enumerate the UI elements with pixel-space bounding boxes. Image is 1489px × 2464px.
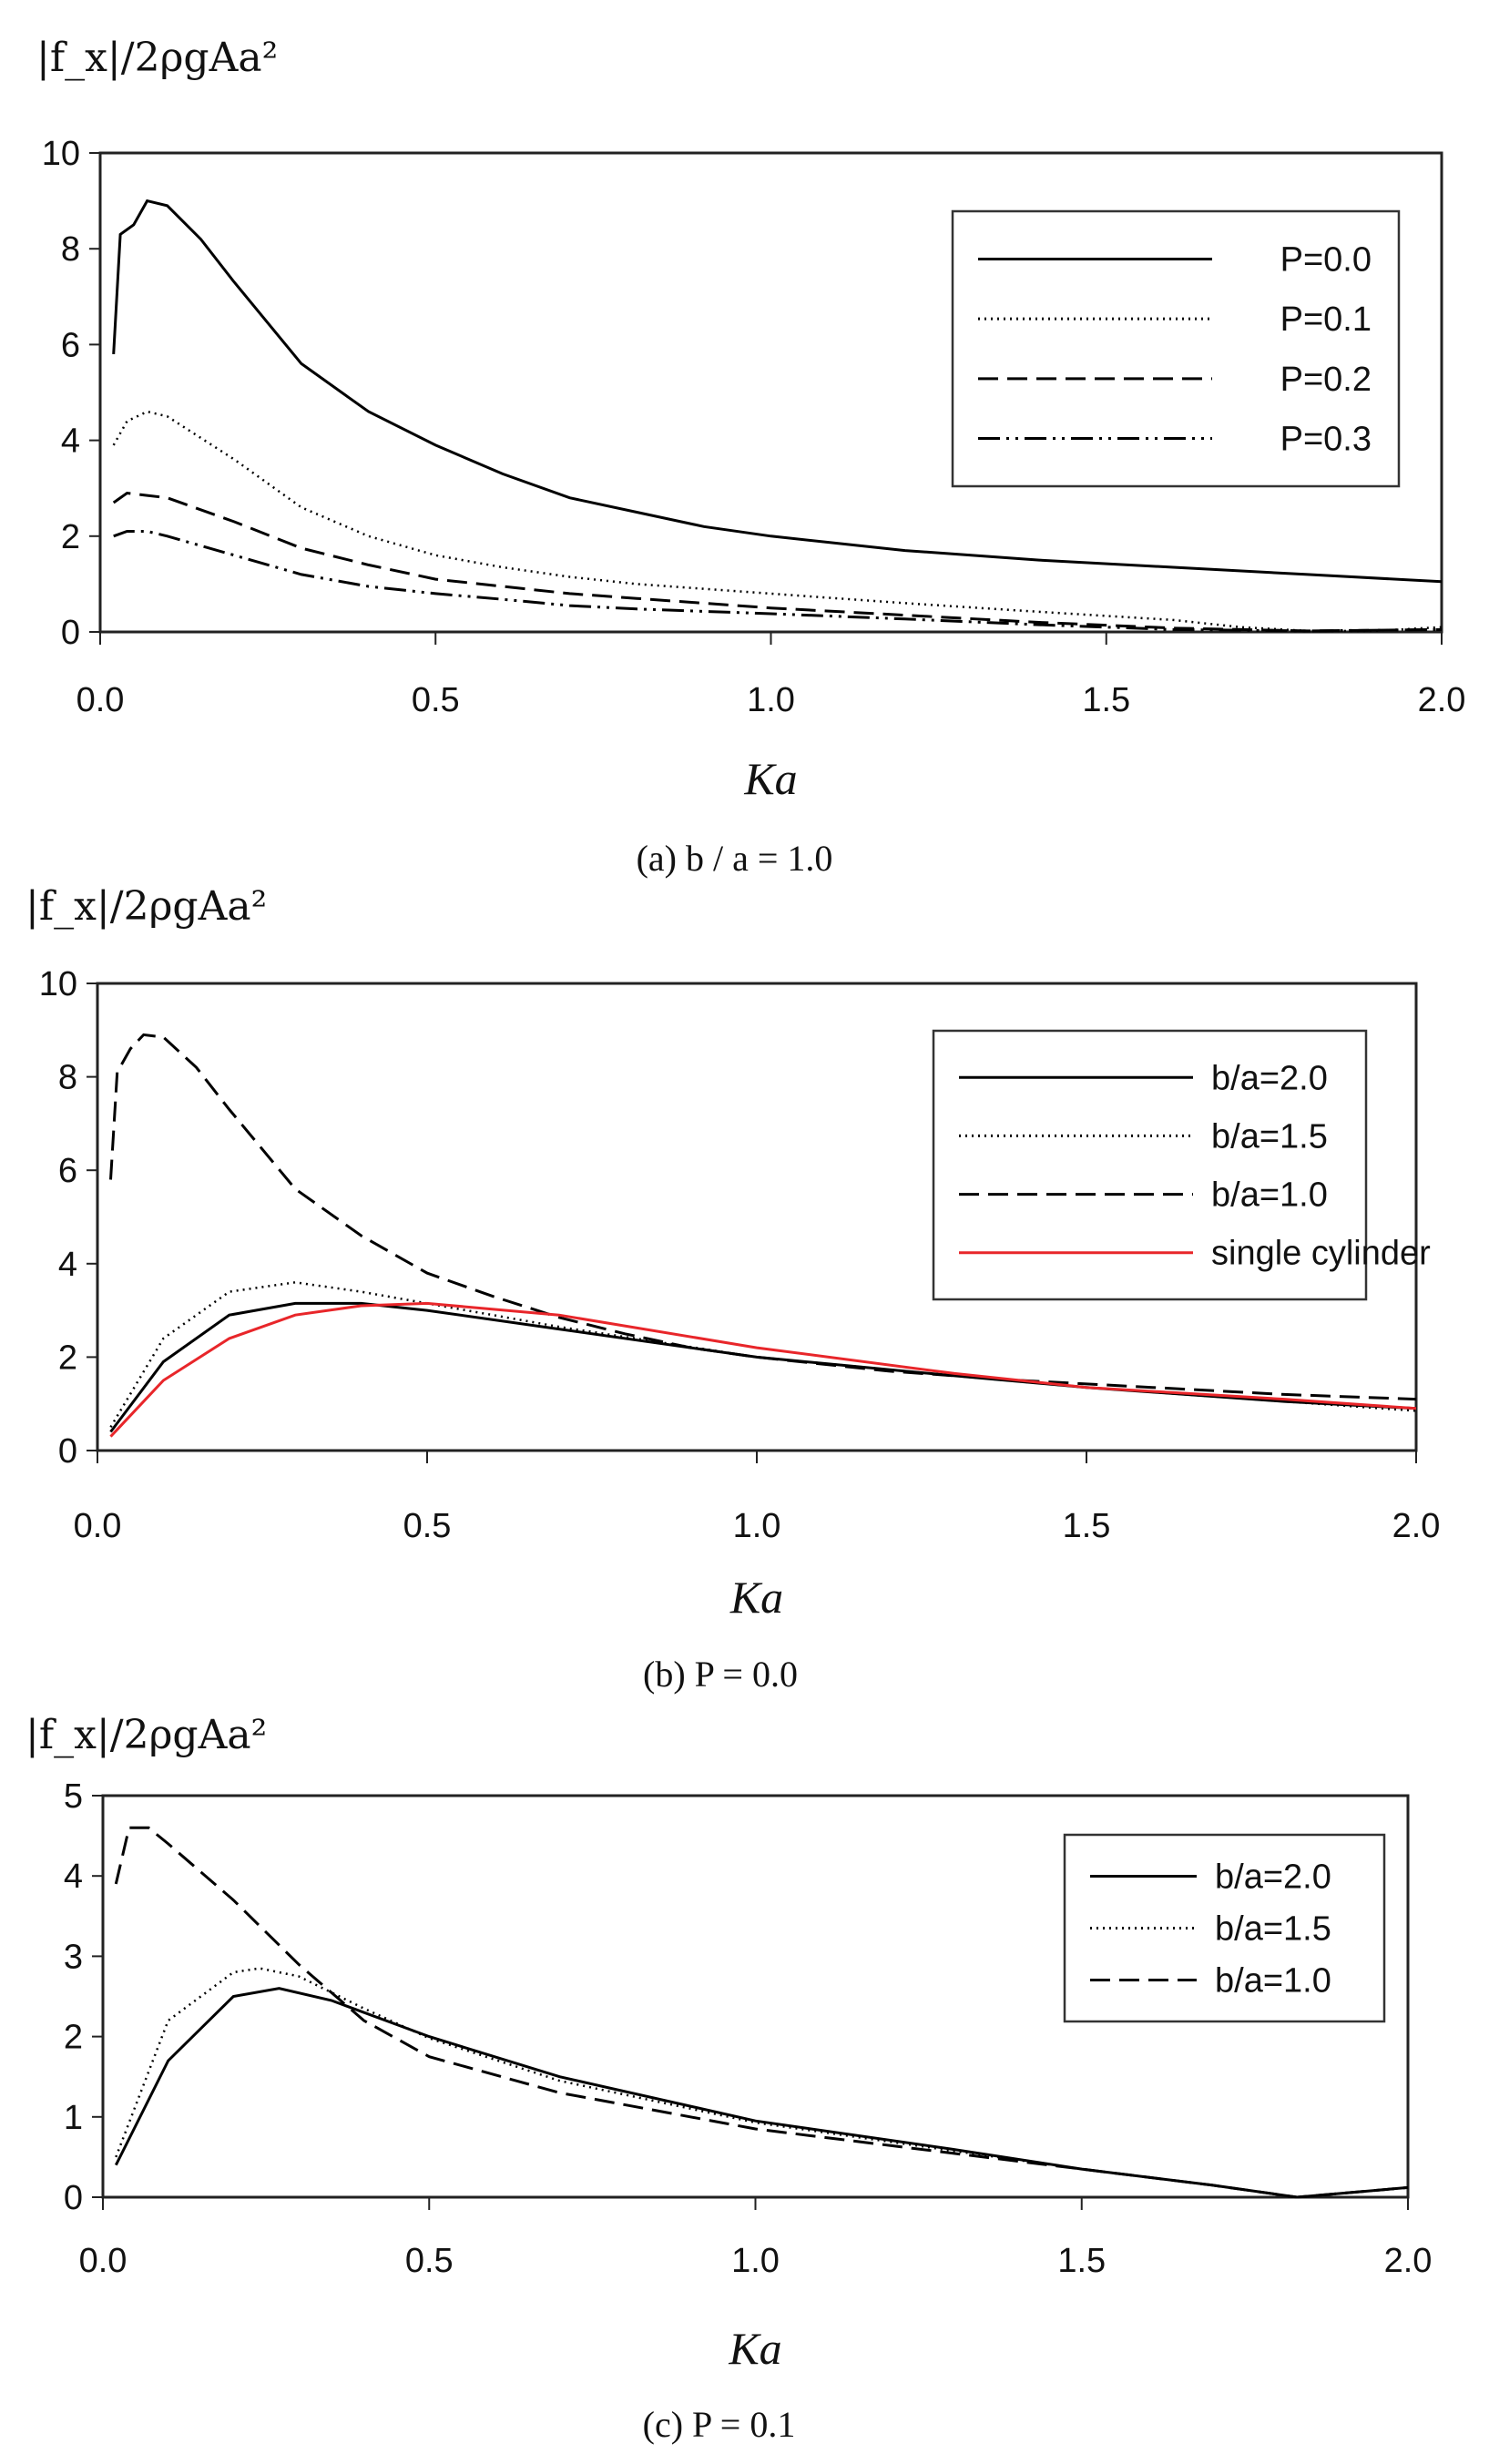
y-tick-label: 2 bbox=[61, 518, 80, 556]
legend-label: single cylinder bbox=[1211, 1235, 1431, 1273]
y-tick-label: 10 bbox=[42, 135, 80, 173]
y-tick-label: 3 bbox=[64, 1938, 83, 1976]
x-tick-label: 0.0 bbox=[76, 681, 125, 719]
y-tick-label: 10 bbox=[39, 965, 77, 1003]
y-tick-label: 4 bbox=[64, 1858, 83, 1896]
y-tick-label: 1 bbox=[64, 2099, 83, 2137]
x-tick-label: 2.0 bbox=[1384, 2242, 1433, 2280]
caption: (c) P = 0.1 bbox=[643, 2404, 796, 2445]
y-tick-label: 2 bbox=[64, 2019, 83, 2057]
legend-box bbox=[932, 1029, 1368, 1301]
legend-label: P=0.0 bbox=[1280, 241, 1372, 280]
legend-label: b/a=1.0 bbox=[1215, 1961, 1331, 2000]
x-tick-label: 1.0 bbox=[733, 1507, 781, 1545]
y-tick-label: 0 bbox=[61, 614, 80, 652]
caption: (a) b / a = 1.0 bbox=[637, 838, 833, 879]
legend-box bbox=[951, 209, 1401, 488]
legend: b/a=2.0 b/a=1.5 b/a=1.0 bbox=[1063, 1833, 1386, 2023]
x-tick-label: 2.0 bbox=[1392, 1507, 1441, 1545]
x-axis-label: Ka bbox=[728, 2323, 781, 2374]
y-tick-label: 4 bbox=[61, 423, 80, 461]
x-axis-label: Ka bbox=[743, 753, 797, 804]
legend: b/a=2.0 b/a=1.5 b/a=1.0 single cylinder bbox=[932, 1029, 1431, 1301]
series-line-single-cylinder bbox=[109, 1301, 1417, 1438]
y-axis-label: |f_x|/2ρgAa² bbox=[36, 35, 278, 81]
y-axis-label: |f_x|/2ρgAa² bbox=[25, 1712, 267, 1758]
y-tick-label: 0 bbox=[64, 2179, 83, 2217]
x-tick-label: 1.5 bbox=[1082, 681, 1130, 719]
x-tick-label: 0.0 bbox=[79, 2242, 127, 2280]
series-line-p-0-1 bbox=[112, 410, 1443, 633]
legend-label: b/a=1.0 bbox=[1211, 1176, 1328, 1215]
x-tick-label: 0.5 bbox=[412, 681, 460, 719]
x-tick-label: 1.5 bbox=[1057, 2242, 1106, 2280]
legend-label: P=0.3 bbox=[1280, 420, 1372, 458]
x-tick-label: 1.0 bbox=[747, 681, 795, 719]
legend-label: b/a=2.0 bbox=[1215, 1858, 1331, 1897]
y-tick-label: 6 bbox=[58, 1152, 77, 1190]
caption: (b) P = 0.0 bbox=[643, 1654, 798, 1695]
series-line-b-a-2-0 bbox=[109, 1301, 1417, 1433]
legend-label: b/a=1.5 bbox=[1211, 1117, 1328, 1156]
x-tick-label: 1.5 bbox=[1063, 1507, 1111, 1545]
chart-b: |f_x|/2ρgAa² 0.0 0.5 1.0 1.5 2.0 0 2 4 6 8 10 Ka (b) … bbox=[25, 883, 1440, 1695]
y-tick-label: 2 bbox=[58, 1339, 77, 1377]
x-tick-label: 0.0 bbox=[74, 1507, 122, 1545]
series-line-b-a-1-0 bbox=[114, 1826, 1409, 2199]
chart-a: |f_x|/2ρgAa² 0.0 0.5 1.0 1.5 2.0 0 2 4 6 8 10 Ka (a) … bbox=[36, 35, 1465, 879]
y-axis-label: |f_x|/2ρgAa² bbox=[25, 883, 267, 930]
chart-c: |f_x|/2ρgAa² 0.0 0.5 1.0 1.5 2.0 0 1 2 3 4 5 Ka (c) P… bbox=[25, 1712, 1432, 2445]
legend-box bbox=[1063, 1833, 1386, 2023]
x-axis-label: Ka bbox=[729, 1572, 783, 1623]
y-tick-label: 0 bbox=[58, 1432, 77, 1471]
series-line-p-0-3 bbox=[113, 530, 1443, 633]
x-tick-label: 0.5 bbox=[405, 2242, 454, 2280]
legend-label: b/a=2.0 bbox=[1211, 1059, 1328, 1097]
y-tick-label: 6 bbox=[61, 326, 80, 364]
series-line-p-0-0 bbox=[112, 199, 1443, 584]
legend-label: P=0.2 bbox=[1280, 361, 1372, 399]
x-tick-label: 1.0 bbox=[731, 2242, 780, 2280]
x-tick-label: 0.5 bbox=[403, 1507, 452, 1545]
x-tick-label: 2.0 bbox=[1418, 681, 1466, 719]
series-line-b-a-1-5 bbox=[115, 1967, 1409, 2199]
y-tick-label: 8 bbox=[61, 230, 80, 269]
y-tick-label: 4 bbox=[58, 1246, 77, 1284]
series-line-p-0-2 bbox=[112, 491, 1443, 633]
legend-label: b/a=1.5 bbox=[1215, 1910, 1331, 1949]
y-tick-label: 8 bbox=[58, 1059, 77, 1097]
legend-label: P=0.1 bbox=[1280, 300, 1372, 339]
legend: P=0.0 P=0.1 P=0.2 P=0.3 bbox=[951, 209, 1401, 488]
y-tick-label: 5 bbox=[64, 1777, 83, 1816]
